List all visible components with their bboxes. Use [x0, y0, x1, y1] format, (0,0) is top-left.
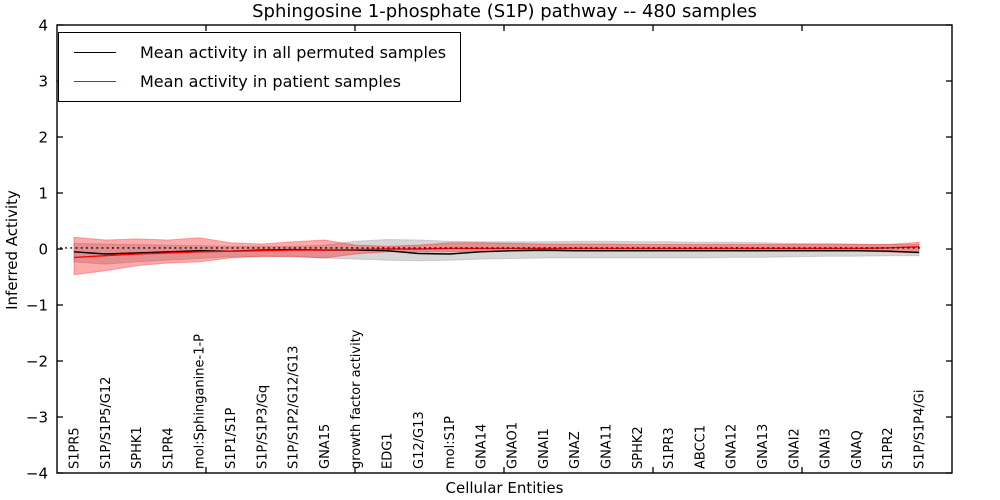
category-label: S1P1/S1P — [224, 407, 239, 469]
category-label: GNA13 — [756, 424, 771, 469]
category-label: S1PR4 — [161, 427, 176, 469]
legend-line-patient-icon — [74, 81, 116, 82]
ytick-label: −4 — [26, 465, 48, 483]
category-label: S1PR2 — [881, 427, 896, 469]
legend-label-permuted: Mean activity in all permuted samples — [140, 43, 447, 62]
category-label: EDG1 — [381, 432, 396, 469]
category-label: GNA12 — [725, 424, 740, 469]
category-label: GNAI1 — [537, 428, 552, 469]
legend-entry-patient: Mean activity in patient samples — [74, 67, 446, 96]
ytick-label: −1 — [26, 297, 48, 315]
ytick-label: 4 — [38, 17, 48, 35]
ytick-label: −2 — [26, 353, 48, 371]
category-label: SPHK2 — [631, 426, 646, 469]
category-label: GNAO1 — [506, 422, 521, 469]
category-label: mol:S1P — [443, 416, 458, 469]
category-label: S1P/S1P5/G12 — [99, 377, 114, 469]
category-label: GNAI3 — [819, 428, 834, 469]
legend: Mean activity in all permuted samples Me… — [58, 32, 462, 102]
category-label: S1P/S1P2/G12/G13 — [287, 346, 302, 469]
category-label: GNA11 — [600, 424, 615, 469]
ytick-label: 0 — [38, 241, 48, 259]
category-label: GNA14 — [474, 424, 489, 469]
category-label: growth factor activity — [349, 329, 364, 469]
patient-activity-range-band — [73, 236, 920, 276]
category-label: SPHK1 — [130, 426, 145, 469]
category-label: mol:Sphinganine-1-P — [193, 334, 208, 469]
category-label: S1PR5 — [68, 427, 83, 469]
category-label: GNAZ — [568, 431, 583, 469]
ytick-label: −3 — [26, 409, 48, 427]
legend-entry-permuted: Mean activity in all permuted samples — [74, 38, 446, 67]
category-label: S1PR3 — [662, 427, 677, 469]
ytick-label: 3 — [38, 73, 48, 91]
category-label: S1P/S1P3/Gq — [255, 385, 270, 469]
legend-line-permuted-icon — [74, 52, 116, 53]
category-label: GNA15 — [318, 424, 333, 469]
category-label: ABCC1 — [693, 425, 708, 469]
x-axis-label: Cellular Entities — [445, 479, 564, 497]
legend-label-patient: Mean activity in patient samples — [140, 72, 401, 91]
category-label: S1P/S1P4/Gi — [913, 390, 928, 469]
ytick-label: 2 — [38, 129, 48, 147]
y-axis-label: Inferred Activity — [3, 190, 21, 310]
category-label: G12/G13 — [412, 411, 427, 469]
category-label: GNAI2 — [787, 428, 802, 469]
chart-title: Sphingosine 1-phosphate (S1P) pathway --… — [252, 1, 757, 22]
category-label: GNAQ — [850, 430, 865, 469]
ytick-label: 1 — [38, 185, 48, 203]
